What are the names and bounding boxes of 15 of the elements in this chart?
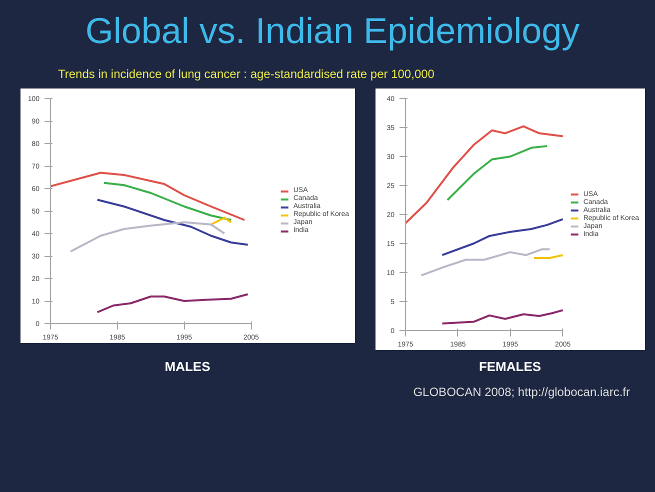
x-axis-title: MALES (164, 358, 210, 376)
line-series (96, 198, 249, 246)
x-axis-title: FEMALES (478, 358, 542, 376)
line-series (441, 309, 564, 325)
line-series (96, 293, 249, 314)
chart-subtitle: Trends in incidence of lung cancer : age-standardised rate per 100,000 (58, 66, 434, 83)
line-series (50, 172, 246, 221)
line-series (70, 221, 226, 252)
line-series (420, 248, 551, 276)
text: GLOBOCAN 2008; http://globocan.iarc.fr (413, 384, 630, 401)
line-series (406, 125, 564, 224)
line-series (441, 218, 564, 256)
line-series (446, 145, 548, 201)
line-series (103, 182, 232, 221)
text: Global vs. Indian Epidemiology (85, 9, 580, 53)
